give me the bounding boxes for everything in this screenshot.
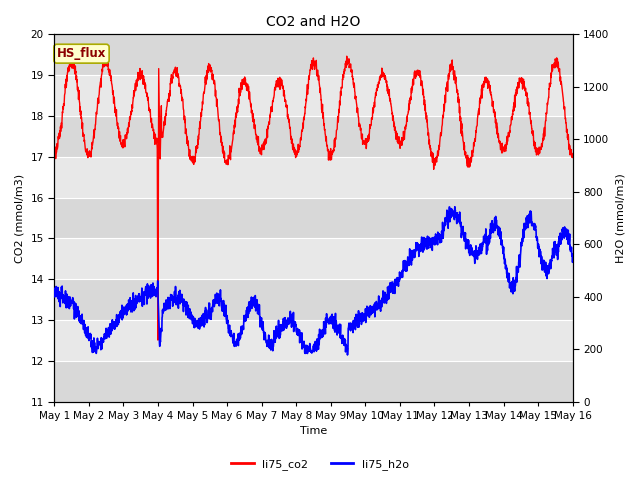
Text: HS_flux: HS_flux bbox=[57, 47, 106, 60]
Y-axis label: CO2 (mmol/m3): CO2 (mmol/m3) bbox=[15, 173, 25, 263]
Legend: li75_co2, li75_h2o: li75_co2, li75_h2o bbox=[227, 455, 413, 474]
Bar bbox=[54, 157, 573, 198]
Bar bbox=[54, 198, 573, 239]
Bar bbox=[54, 75, 573, 116]
Y-axis label: H2O (mmol/m3): H2O (mmol/m3) bbox=[615, 173, 625, 263]
Bar bbox=[54, 116, 573, 157]
Bar bbox=[54, 279, 573, 320]
Bar bbox=[54, 35, 573, 75]
Bar bbox=[54, 239, 573, 279]
X-axis label: Time: Time bbox=[300, 426, 327, 436]
Bar bbox=[54, 361, 573, 402]
Bar bbox=[54, 320, 573, 361]
Title: CO2 and H2O: CO2 and H2O bbox=[266, 15, 361, 29]
